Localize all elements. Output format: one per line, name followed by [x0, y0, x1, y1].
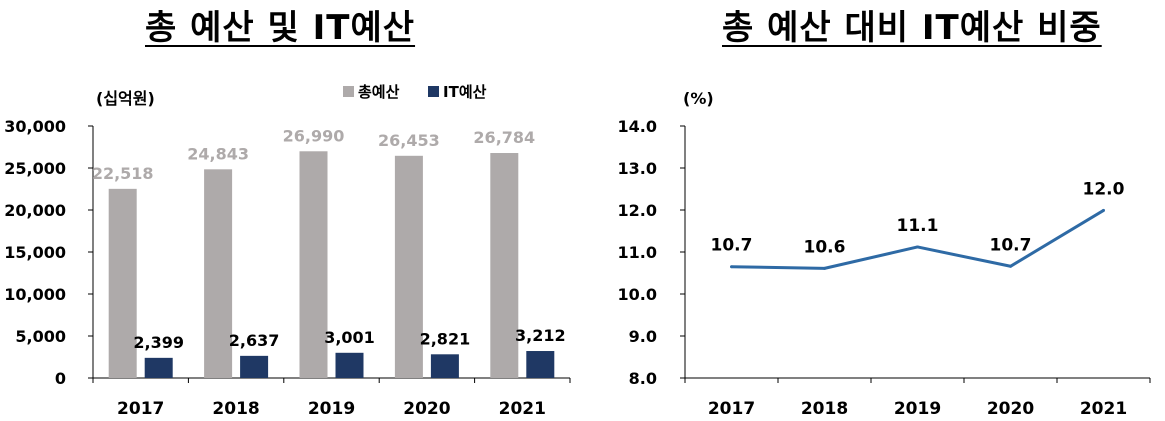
- total-budget-value-label: 22,518: [92, 164, 154, 183]
- bar-y-tick-label: 0: [55, 369, 66, 388]
- it-share-data-point: [1102, 208, 1105, 212]
- bar-x-category-label: 2018: [212, 399, 259, 419]
- it-share-value-label: 12.0: [1083, 179, 1125, 199]
- bar-chart-title: 총 예산 및 IT예산: [145, 8, 416, 48]
- total-budget-bar: [108, 188, 137, 378]
- bar-y-tick-label: 10,000: [4, 285, 66, 304]
- it-budget-bar: [335, 352, 364, 378]
- total-budget-bar: [490, 153, 519, 378]
- total-budget-bar: [394, 155, 423, 378]
- line-y-tick-label: 12.0: [618, 201, 657, 220]
- it-share-data-point: [823, 266, 826, 270]
- it-share-data-point: [916, 245, 919, 249]
- bar-unit-label: (십억원): [96, 89, 155, 108]
- it-budget-value-label: 3,212: [515, 326, 566, 345]
- line-x-category-label: 2018: [801, 399, 848, 419]
- line-x-category-label: 2021: [1080, 399, 1127, 419]
- bar-y-tick-label: 5,000: [15, 327, 66, 346]
- line-y-tick-label: 14.0: [618, 117, 657, 136]
- it-budget-value-label: 2,637: [229, 331, 280, 350]
- total-budget-bar: [299, 151, 328, 378]
- legend-swatch-it-budget: [428, 86, 439, 97]
- it-share-value-label: 10.7: [711, 236, 753, 256]
- bar-x-category-label: 2021: [499, 399, 546, 419]
- it-share-data-point: [1009, 264, 1012, 268]
- line-unit-label: (%): [683, 89, 714, 108]
- it-budget-bar: [430, 354, 459, 378]
- line-x-category-label: 2019: [894, 399, 941, 419]
- legend-label-it-budget: IT예산: [443, 83, 487, 101]
- it-share-value-label: 10.6: [804, 237, 846, 257]
- total-budget-value-label: 26,784: [473, 128, 535, 147]
- line-x-category-label: 2017: [708, 399, 755, 419]
- line-y-tick-label: 8.0: [629, 369, 657, 388]
- legend-label-total-budget: 총예산: [358, 83, 400, 101]
- line-x-category-label: 2020: [987, 399, 1034, 419]
- it-budget-bar: [144, 357, 173, 378]
- bar-y-tick-label: 20,000: [4, 201, 66, 220]
- line-y-tick-label: 9.0: [629, 327, 657, 346]
- it-share-data-point: [730, 265, 733, 269]
- total-budget-value-label: 26,990: [283, 126, 345, 145]
- it-budget-value-label: 2,821: [420, 329, 471, 348]
- bar-y-tick-label: 30,000: [4, 117, 66, 136]
- it-budget-value-label: 2,399: [133, 333, 184, 352]
- total-budget-value-label: 24,843: [187, 144, 249, 163]
- it-budget-value-label: 3,001: [324, 328, 375, 347]
- line-y-tick-label: 10.0: [618, 285, 657, 304]
- bar-y-tick-label: 15,000: [4, 243, 66, 262]
- line-y-tick-label: 11.0: [618, 243, 657, 262]
- legend-swatch-total-budget: [343, 86, 354, 97]
- it-budget-bar: [526, 351, 555, 378]
- it-share-value-label: 11.1: [897, 216, 939, 236]
- total-budget-bar: [204, 169, 233, 378]
- line-y-tick-label: 13.0: [618, 159, 657, 178]
- bar-x-category-label: 2020: [403, 399, 450, 419]
- total-budget-value-label: 26,453: [378, 131, 440, 150]
- line-chart-title: 총 예산 대비 IT예산 비중: [722, 8, 1102, 48]
- bar-x-category-label: 2017: [117, 399, 164, 419]
- it-budget-bar: [240, 355, 269, 378]
- bar-y-tick-label: 25,000: [4, 159, 66, 178]
- bar-x-category-label: 2019: [308, 399, 355, 419]
- it-share-value-label: 10.7: [990, 235, 1032, 255]
